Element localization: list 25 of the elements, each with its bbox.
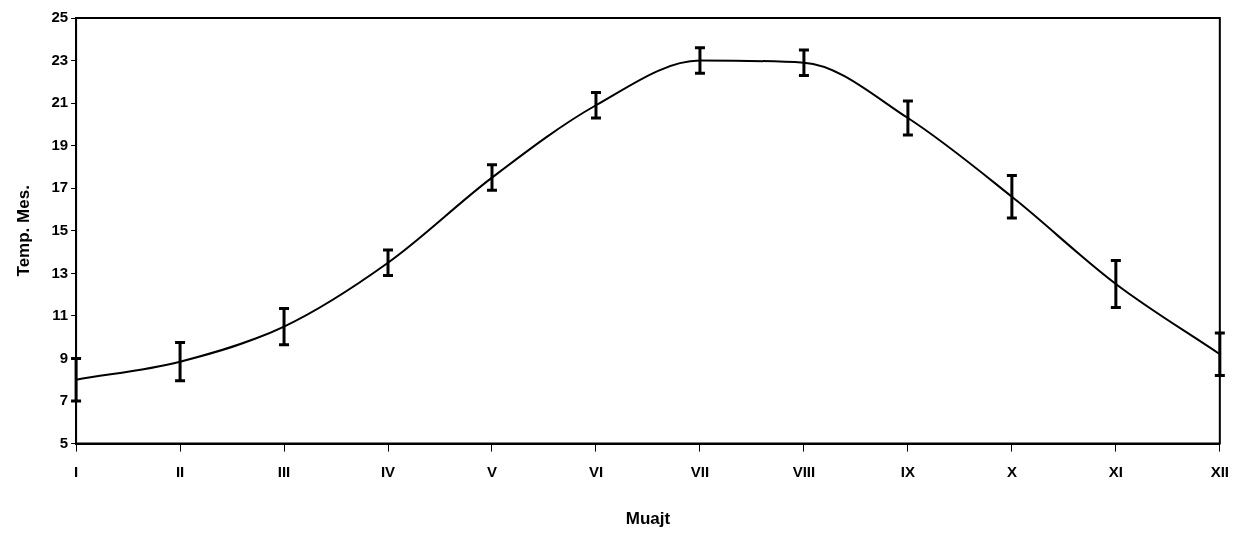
y-axis-title: Temp. Mes.	[13, 185, 33, 277]
x-tick-label: I	[74, 462, 79, 480]
y-tick-label: 9	[59, 348, 69, 366]
y-tick-label: 11	[52, 306, 69, 324]
y-tick-label: 21	[51, 93, 69, 111]
x-tick-label: IV	[380, 462, 396, 480]
x-tick-label: XI	[1108, 462, 1123, 480]
x-tick-label: IX	[900, 462, 915, 480]
x-axis-title: Muajt	[625, 509, 671, 529]
x-tick-label: V	[486, 462, 497, 480]
x-tick-label: VII	[690, 462, 710, 480]
y-tick-label: 13	[51, 263, 69, 281]
y-tick-label: 19	[51, 135, 69, 153]
x-tick-label: X	[1006, 462, 1017, 480]
x-tick-label: III	[277, 462, 291, 480]
x-tick-label: XII	[1210, 462, 1229, 480]
y-tick-label: 7	[59, 391, 69, 409]
y-tick-label: 25	[51, 8, 69, 26]
y-tick-label: 5	[59, 433, 69, 451]
x-tick-label: VIII	[792, 462, 816, 480]
y-tick-label: 23	[51, 50, 69, 68]
x-tick-label: VI	[588, 462, 604, 480]
y-tick-label: 17	[51, 178, 69, 196]
x-tick-label: II	[175, 462, 185, 480]
y-tick-label: 15	[51, 220, 69, 238]
